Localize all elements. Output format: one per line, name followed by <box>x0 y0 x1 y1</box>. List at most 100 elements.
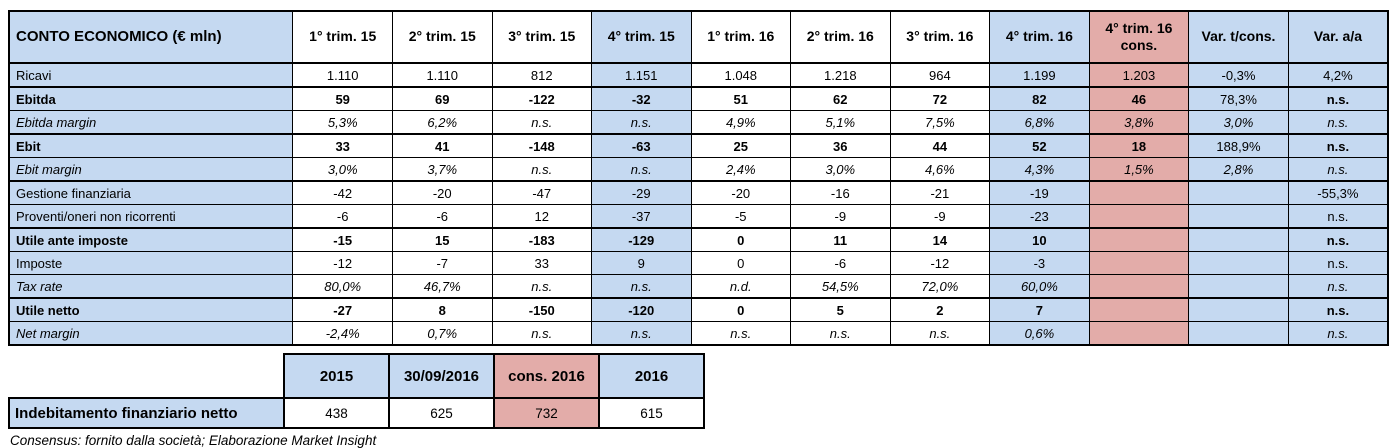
income-value-cell: -5 <box>690 204 792 229</box>
income-table-title-cell: CONTO ECONOMICO (€ mln) <box>8 10 294 64</box>
income-table-row: Tax rate 80,0% 46,7% n.s. n.s. n.d. 54,5% 72,0%… <box>8 274 1389 299</box>
income-value-cell: -27 <box>292 297 393 322</box>
income-value-cell: 1.048 <box>690 62 792 88</box>
income-value-cell: n.s. <box>1287 86 1389 111</box>
income-value-cell: -47 <box>491 180 592 205</box>
debt-table-header: 2015 30/09/2016 cons. 2016 2016 <box>9 353 705 399</box>
income-table-row: Ebit 33 41 -148 -63 25 36 44 52 18 188,9% n.s. <box>8 133 1389 158</box>
income-value-cell: 1.218 <box>790 62 891 88</box>
income-value-cell: n.s. <box>491 157 592 182</box>
income-value-cell: 6,8% <box>989 110 1090 135</box>
income-value-cell: 1.110 <box>391 62 493 88</box>
debt-column-header: 2016 <box>598 353 705 399</box>
income-value-cell: 60,0% <box>989 274 1090 299</box>
income-table-row: Proventi/oneri non ricorrenti -6 -6 12 -37 -5… <box>8 204 1389 229</box>
income-value-cell: 188,9% <box>1188 133 1289 158</box>
income-value-cell: -2,4% <box>292 321 393 346</box>
income-value-cell <box>1188 251 1289 275</box>
income-value-cell: 3,0% <box>1188 110 1289 135</box>
income-value-cell: 25 <box>690 133 792 158</box>
income-value-cell: 1.203 <box>1088 62 1190 88</box>
income-column-header: 4° trim. 16 <box>989 10 1090 64</box>
income-row-label: Ebit <box>8 133 294 158</box>
income-value-cell: 18 <box>1088 133 1190 158</box>
income-value-cell: n.s. <box>1287 110 1389 135</box>
debt-column-header: 2015 <box>283 353 390 399</box>
income-value-cell <box>1088 227 1190 252</box>
income-column-header: 2° trim. 15 <box>391 10 493 64</box>
income-table-row: Utile netto -27 8 -150 -120 0 5 2 7 n.s. <box>8 297 1389 322</box>
income-value-cell: n.s. <box>491 274 592 299</box>
income-value-cell: -42 <box>292 180 393 205</box>
income-value-cell: 6,2% <box>391 110 493 135</box>
income-column-header: 3° trim. 15 <box>491 10 592 64</box>
income-value-cell: -122 <box>491 86 592 111</box>
income-table-row: Ebitda margin 5,3% 6,2% n.s. n.s. 4,9% 5,1% 7,5… <box>8 110 1389 135</box>
income-value-cell: 52 <box>989 133 1090 158</box>
income-value-cell: -3 <box>989 251 1090 275</box>
income-value-cell: 812 <box>491 62 592 88</box>
income-value-cell: -7 <box>391 251 493 275</box>
income-table-body: Ricavi 1.110 1.110 812 1.151 1.048 1.218 964 1.1… <box>8 62 1389 346</box>
income-value-cell <box>1188 321 1289 346</box>
income-value-cell: 2,8% <box>1188 157 1289 182</box>
income-value-cell: 51 <box>690 86 792 111</box>
income-value-cell: -21 <box>889 180 991 205</box>
income-value-cell: -12 <box>889 251 991 275</box>
income-value-cell: n.s. <box>1287 157 1389 182</box>
income-column-header: 1° trim. 15 <box>292 10 393 64</box>
income-value-cell <box>1188 227 1289 252</box>
income-row-label: Ebitda <box>8 86 294 111</box>
income-value-cell: n.s. <box>1287 297 1389 322</box>
income-value-cell <box>1088 297 1190 322</box>
income-value-cell <box>1188 274 1289 299</box>
income-row-label: Tax rate <box>8 274 294 299</box>
income-row-label: Ricavi <box>8 62 294 88</box>
income-value-cell <box>1188 180 1289 205</box>
income-row-label: Ebit margin <box>8 157 294 182</box>
income-value-cell: -37 <box>590 204 692 229</box>
income-value-cell: 62 <box>790 86 891 111</box>
income-value-cell <box>1088 321 1190 346</box>
income-table-header: CONTO ECONOMICO (€ mln) 1° trim. 15 2° tr… <box>8 10 1389 64</box>
income-value-cell: -120 <box>590 297 692 322</box>
income-value-cell: 44 <box>889 133 991 158</box>
income-table-row: Gestione finanziaria -42 -20 -47 -29 -20 -16 -2… <box>8 180 1389 205</box>
income-value-cell: 3,0% <box>292 157 393 182</box>
income-value-cell: -148 <box>491 133 592 158</box>
income-row-label: Proventi/oneri non ricorrenti <box>8 204 294 229</box>
income-value-cell: 0 <box>690 251 792 275</box>
income-value-cell: 0,7% <box>391 321 493 346</box>
income-value-cell: 12 <box>491 204 592 229</box>
income-value-cell <box>1088 180 1190 205</box>
income-value-cell: 10 <box>989 227 1090 252</box>
income-table-row: Ebitda 59 69 -122 -32 51 62 72 82 46 78,3% n.s. <box>8 86 1389 111</box>
income-table-row: Imposte -12 -7 33 9 0 -6 -12 -3 n.s. <box>8 251 1389 275</box>
income-value-cell: 4,3% <box>989 157 1090 182</box>
debt-value-cell: 615 <box>598 397 705 429</box>
income-row-label: Utile ante imposte <box>8 227 294 252</box>
income-value-cell: n.s. <box>491 321 592 346</box>
source-footnote: Consensus: fornito dalla società; Elabor… <box>10 433 377 448</box>
income-row-label: Gestione finanziaria <box>8 180 294 205</box>
income-value-cell: 3,8% <box>1088 110 1190 135</box>
income-value-cell: 41 <box>391 133 493 158</box>
income-value-cell: -12 <box>292 251 393 275</box>
income-value-cell: 72,0% <box>889 274 991 299</box>
income-value-cell: -20 <box>391 180 493 205</box>
income-table-row: Utile ante imposte -15 15 -183 -129 0 11 14 10 n.… <box>8 227 1389 252</box>
income-value-cell: n.s. <box>790 321 891 346</box>
debt-value-cell: 732 <box>493 397 600 429</box>
income-value-cell: 46,7% <box>391 274 493 299</box>
income-value-cell: -9 <box>889 204 991 229</box>
income-value-cell: -20 <box>690 180 792 205</box>
income-value-cell: 0,6% <box>989 321 1090 346</box>
debt-table-header-row: 2015 30/09/2016 cons. 2016 2016 <box>9 353 705 399</box>
income-column-header: Var. t/cons. <box>1188 10 1289 64</box>
income-value-cell: 0 <box>690 297 792 322</box>
income-value-cell: 4,6% <box>889 157 991 182</box>
income-value-cell: 5,1% <box>790 110 891 135</box>
income-value-cell: 8 <box>391 297 493 322</box>
income-value-cell: 0 <box>690 227 792 252</box>
